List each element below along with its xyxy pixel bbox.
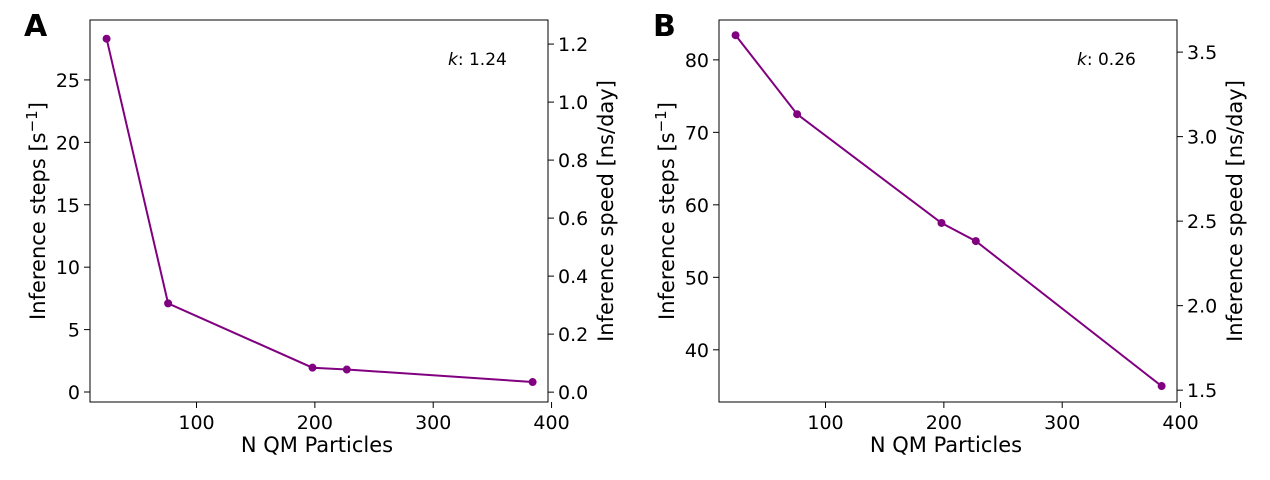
chart-panel-b: B k: 0.26 N QM Particles Inference steps… xyxy=(652,9,1247,457)
x-tick-label: 300 xyxy=(415,412,451,434)
y-tick-label: 70 xyxy=(685,122,709,144)
tick-layer: 100 200 300 400 0 5 10 15 20 25 0.0 0.2 0.4 0.6 0.8 1.0… xyxy=(56,34,588,434)
data-point xyxy=(102,34,111,43)
y2-tick-label: 0.2 xyxy=(558,324,588,346)
y2-tick-label: 0.6 xyxy=(558,208,588,230)
series-line xyxy=(734,34,1163,387)
data-point xyxy=(793,110,802,119)
data-point xyxy=(528,378,537,387)
annotation-k: k: 1.24 xyxy=(448,50,507,70)
x-tick-label: 400 xyxy=(533,412,569,434)
x-tick-label: 200 xyxy=(926,412,962,434)
annotation-k: k: 0.26 xyxy=(1077,50,1136,70)
annotation-value: : 0.26 xyxy=(1087,50,1136,70)
x-tick-label: 400 xyxy=(1162,412,1198,434)
data-point xyxy=(164,299,173,308)
y-tick-label: 60 xyxy=(685,195,709,217)
x-tick-label: 100 xyxy=(178,412,214,434)
y2-tick-label: 1.0 xyxy=(558,92,588,114)
data-point xyxy=(308,363,317,372)
x-tick-label: 100 xyxy=(807,412,843,434)
y2-tick-label: 0.8 xyxy=(558,150,588,172)
series-layer xyxy=(102,34,537,387)
x-tick-label: 300 xyxy=(1044,412,1080,434)
annotation-symbol: k xyxy=(448,50,459,70)
y-tick-label: 15 xyxy=(56,195,80,217)
y2-tick-label: 2.0 xyxy=(1187,296,1217,318)
data-point xyxy=(937,218,946,227)
y-axis-label: Inference steps [s−1] xyxy=(23,102,50,320)
x-axis-label: N QM Particles xyxy=(870,433,1022,457)
annotation-symbol: k xyxy=(1077,50,1088,70)
y-tick-label: 10 xyxy=(56,257,80,279)
y-axis-label: Inference steps [s−1] xyxy=(652,102,679,320)
y2-tick-label: 0.0 xyxy=(558,382,588,404)
annotation-value: : 1.24 xyxy=(458,50,507,70)
tick-layer: 100 200 300 400 40 50 60 70 80 1.5 2.0 2.5 3.0 3.5 xyxy=(685,42,1217,434)
y-tick-label: 5 xyxy=(68,320,80,342)
series-layer xyxy=(731,31,1166,391)
y2-tick-label: 0.4 xyxy=(558,266,588,288)
plot-frame xyxy=(89,19,549,403)
plot-frame xyxy=(718,19,1178,403)
series-line xyxy=(105,38,533,383)
x-axis-label: N QM Particles xyxy=(241,433,393,457)
y2-axis-label: Inference speed [ns/day] xyxy=(594,80,618,342)
y-tick-label: 80 xyxy=(685,50,709,72)
panel-label: A xyxy=(24,9,48,44)
y2-tick-label: 3.0 xyxy=(1187,127,1217,149)
y-tick-label: 25 xyxy=(56,70,80,92)
chart-panel-a: A k: 1.24 N QM Particles Inference steps… xyxy=(23,9,618,457)
y2-axis-label: Inference speed [ns/day] xyxy=(1223,80,1247,342)
y-tick-label: 40 xyxy=(685,340,709,362)
y-tick-label: 50 xyxy=(685,267,709,289)
y2-tick-label: 1.2 xyxy=(558,34,588,56)
data-point xyxy=(1157,382,1166,391)
data-point xyxy=(342,365,351,374)
y2-tick-label: 2.5 xyxy=(1187,211,1217,233)
y-tick-label: 0 xyxy=(68,382,80,404)
x-tick-label: 200 xyxy=(297,412,333,434)
y2-tick-label: 3.5 xyxy=(1187,42,1217,64)
data-point xyxy=(731,31,740,40)
data-point xyxy=(971,237,980,246)
y-tick-label: 20 xyxy=(56,132,80,154)
y2-tick-label: 1.5 xyxy=(1187,380,1217,402)
panel-label: B xyxy=(653,9,676,44)
